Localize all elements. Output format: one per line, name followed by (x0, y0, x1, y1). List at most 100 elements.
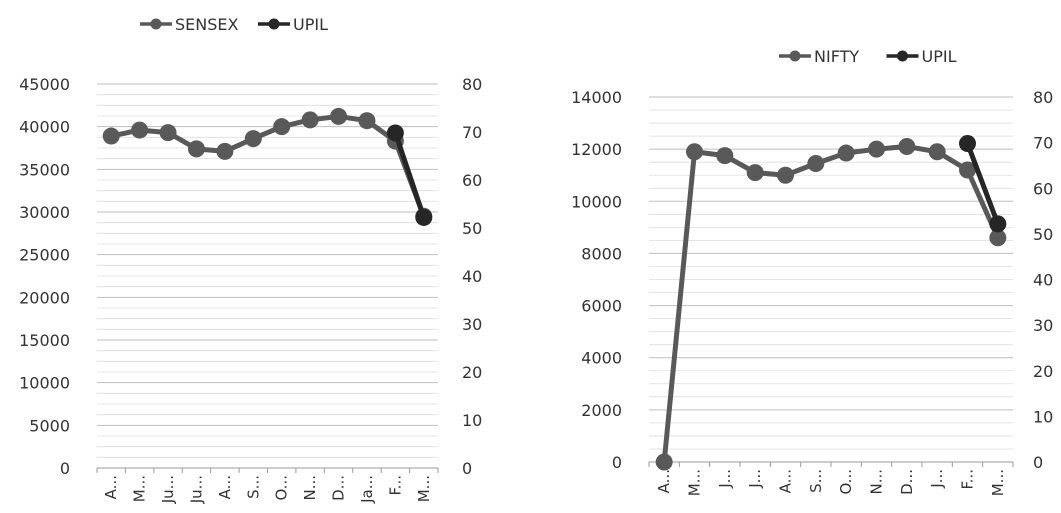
y-right-tick-label: 20 (462, 363, 482, 382)
data-point (244, 130, 262, 148)
series-upil (959, 135, 1007, 233)
x-tick-label: Ja... (358, 475, 376, 504)
legend-entry-label: NIFTY (814, 47, 859, 66)
x-tick-label: O... (273, 475, 291, 501)
y-left-tick-label: 15000 (19, 331, 70, 350)
legend-entry-label: SENSEX (175, 15, 239, 34)
data-point (807, 154, 825, 172)
data-point (959, 135, 976, 153)
legend-swatch-marker (268, 18, 280, 30)
y-left-tick-label: 14000 (571, 88, 622, 107)
y-right-tick-label: 20 (1033, 362, 1053, 381)
y-left-tick-label: 12000 (571, 140, 622, 159)
data-point (159, 124, 177, 142)
x-tick-label: A... (102, 475, 120, 499)
x-tick-label: J... (746, 469, 764, 489)
y-left-tick-label: 0 (612, 453, 622, 472)
x-tick-label: O... (837, 469, 855, 495)
data-point (746, 164, 764, 182)
y-right-tick-label: 40 (1033, 271, 1053, 290)
data-point (959, 161, 976, 179)
y-left-tick-label: 35000 (19, 160, 70, 179)
y-left-tick-label: 45000 (19, 75, 70, 94)
y-right-tick-label: 10 (1033, 407, 1053, 426)
x-tick-label: J... (716, 469, 734, 489)
gridlines (97, 83, 438, 469)
data-point (989, 215, 1007, 233)
data-point (868, 140, 885, 158)
y-left-tick-label: 20000 (19, 288, 70, 307)
y-left-tick-label: 2000 (581, 401, 622, 420)
gridlines (649, 96, 1013, 463)
y-left-tick-label: 30000 (19, 203, 70, 222)
y-right-tick-label: 50 (1033, 225, 1053, 244)
series-sensex (102, 107, 433, 225)
data-point (837, 144, 855, 162)
x-tick-label: J... (928, 469, 946, 489)
y-right-tick-label: 80 (462, 75, 482, 94)
legend-swatch-marker (150, 18, 162, 30)
x-tick-label: N... (868, 469, 886, 495)
data-point (273, 118, 291, 136)
series-line (661, 144, 1001, 463)
series-upil (386, 124, 433, 226)
y-left-tick-label: 0 (60, 459, 70, 478)
x-tick-label: A... (216, 475, 234, 499)
x-tick-label: S... (807, 469, 825, 493)
data-point (655, 453, 673, 471)
chart-1: 0 5000 10000 15000 20000 25000 30000 35000 40000… (19, 15, 482, 504)
legend-entry-label: UPIL (293, 15, 328, 34)
y-left-tick-label: 4000 (581, 349, 622, 368)
y-left-tick-label: 6000 (581, 297, 622, 316)
y-right-tick-label: 10 (462, 411, 482, 430)
legend-entry-label: UPIL (922, 47, 957, 66)
x-tick-label: A... (777, 469, 795, 493)
x-tick-label: D... (898, 469, 916, 495)
series-line (965, 142, 1001, 225)
x-tick-label: M... (415, 475, 433, 502)
data-point (216, 142, 234, 160)
data-point (187, 140, 205, 158)
y-right-tick-label: 0 (462, 459, 472, 478)
x-tick-label: M... (686, 469, 704, 496)
x-tick-label: A... (655, 469, 673, 493)
y-right-tick-label: 50 (462, 219, 482, 238)
x-tick-label: F... (959, 469, 977, 490)
y-left-tick-label: 5000 (29, 416, 70, 435)
data-point (358, 112, 376, 130)
x-tick-label: S... (244, 475, 262, 499)
chart-2: 0 2000 4000 6000 8000 10000 12000 14000 0 10 20 30 4… (571, 47, 1053, 496)
data-point (131, 121, 149, 139)
y-right-tick-label: 30 (1033, 316, 1053, 335)
y-right-tick-label: 30 (462, 315, 482, 334)
legend: NIFTY UPIL (779, 47, 957, 66)
legend: SENSEX UPIL (140, 15, 328, 34)
data-point (928, 143, 946, 161)
data-point (777, 166, 794, 184)
y-right-tick-label: 70 (462, 123, 482, 142)
data-point (301, 111, 319, 129)
data-point (102, 127, 120, 145)
data-point (716, 147, 734, 165)
y-right-tick-label: 40 (462, 267, 482, 286)
y-right-tick-label: 80 (1033, 88, 1053, 107)
x-tick-label: D... (330, 475, 348, 501)
y-left-tick-label: 8000 (581, 244, 622, 263)
x-tick-label: M... (131, 475, 149, 502)
data-point (686, 143, 703, 161)
y-left-tick-label: 40000 (19, 118, 70, 137)
series-nifty (655, 138, 1007, 471)
x-tick-label: N... (301, 475, 319, 501)
y-left-tick-label: 25000 (19, 246, 70, 265)
y-left-tick-label: 10000 (19, 374, 70, 393)
data-point (330, 107, 348, 125)
x-tick-label: Ju... (187, 475, 205, 504)
y-right-tick-label: 0 (1033, 453, 1043, 472)
series-line (393, 132, 427, 219)
legend-swatch-marker (897, 50, 908, 62)
data-point (989, 229, 1007, 247)
y-left-tick-label: 10000 (571, 192, 622, 211)
y-right-tick-label: 70 (1033, 134, 1053, 153)
